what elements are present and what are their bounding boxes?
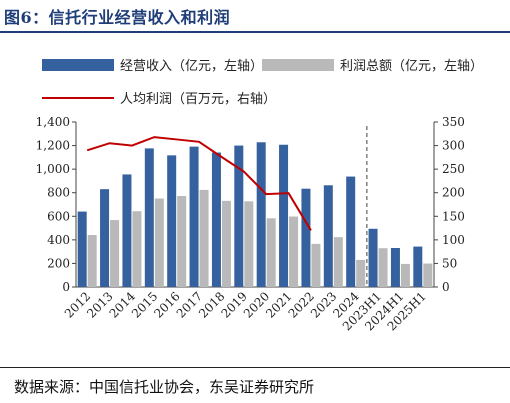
- bar-profit: [132, 211, 142, 287]
- y-right-tick-label: 150: [442, 209, 465, 223]
- y-right-tick-label: 50: [442, 256, 457, 270]
- bar-profit: [177, 196, 187, 287]
- bar-profit: [221, 200, 231, 287]
- y-right-tick-label: 250: [442, 162, 465, 176]
- bar-revenue: [301, 188, 311, 287]
- bar-profit: [289, 216, 299, 287]
- y-left-tick-label: 0: [62, 280, 70, 294]
- bar-revenue: [279, 144, 289, 287]
- legend-swatch-revenue: [42, 59, 114, 71]
- line-per-capita-profit: [86, 136, 312, 231]
- bar-profit: [311, 243, 321, 287]
- bar-profit: [154, 198, 164, 287]
- figure-title: 图6：信托行业经营收入和利润: [4, 8, 231, 27]
- bar-profit: [423, 263, 433, 287]
- source-rule: [0, 367, 510, 368]
- y-left-tick-label: 1,400: [36, 115, 70, 129]
- bar-revenue: [234, 145, 244, 287]
- bar-profit: [378, 248, 388, 287]
- bar-profit: [333, 237, 343, 287]
- bar-profit: [266, 218, 276, 287]
- y-left-tick-label: 600: [47, 209, 70, 223]
- bar-profit: [244, 201, 254, 287]
- bar-revenue: [77, 211, 87, 287]
- bar-revenue: [368, 228, 378, 287]
- bar-revenue: [346, 176, 356, 287]
- legend-label-profit: 利润总额（亿元，左轴）: [340, 59, 483, 74]
- legend-label-revenue: 经营收入（亿元，左轴）: [120, 59, 263, 74]
- y-right-tick-label: 100: [442, 233, 465, 247]
- bar-profit: [356, 259, 366, 287]
- title-rule: [0, 31, 510, 33]
- y-right-tick-label: 0: [442, 280, 450, 294]
- plot-area: 0 200 400 600 800 1,000 1,200 1,400 0 50 100 150 200…: [36, 115, 465, 334]
- bar-revenue: [323, 185, 333, 287]
- bar-profit: [199, 189, 209, 287]
- y-left-tick-label: 800: [47, 186, 70, 200]
- bar-profit: [110, 220, 120, 287]
- bar-revenue: [189, 146, 199, 287]
- y-left-tick-label: 400: [47, 233, 70, 247]
- bar-revenue: [390, 247, 400, 287]
- bar-revenue: [211, 152, 221, 287]
- y-left-tick-label: 1,000: [36, 162, 70, 176]
- bar-revenue: [167, 155, 177, 287]
- y-right-tick-label: 350: [442, 115, 465, 129]
- bar-profit: [87, 235, 97, 287]
- y-left-tick-label: 200: [47, 256, 70, 270]
- legend: 经营收入（亿元，左轴） 利润总额（亿元，左轴） 人均利润（百万元，右轴）: [42, 59, 483, 107]
- y-right-tick-label: 200: [442, 186, 465, 200]
- bar-revenue: [100, 189, 110, 287]
- chart: 经营收入（亿元，左轴） 利润总额（亿元，左轴） 人均利润（百万元，右轴） 0 20…: [36, 59, 483, 334]
- y-left-tick-label: 1,200: [36, 139, 70, 153]
- source-note: 数据来源：中国信托业协会，东吴证券研究所: [14, 378, 315, 396]
- bar-profit: [400, 263, 410, 287]
- bar-revenue: [122, 174, 132, 287]
- y-right-tick-label: 300: [442, 139, 465, 153]
- legend-label-per-capita: 人均利润（百万元，右轴）: [120, 92, 276, 107]
- bar-revenue: [256, 142, 266, 287]
- legend-swatch-profit: [262, 59, 334, 71]
- bar-revenue: [144, 148, 154, 287]
- bar-revenue: [413, 246, 423, 287]
